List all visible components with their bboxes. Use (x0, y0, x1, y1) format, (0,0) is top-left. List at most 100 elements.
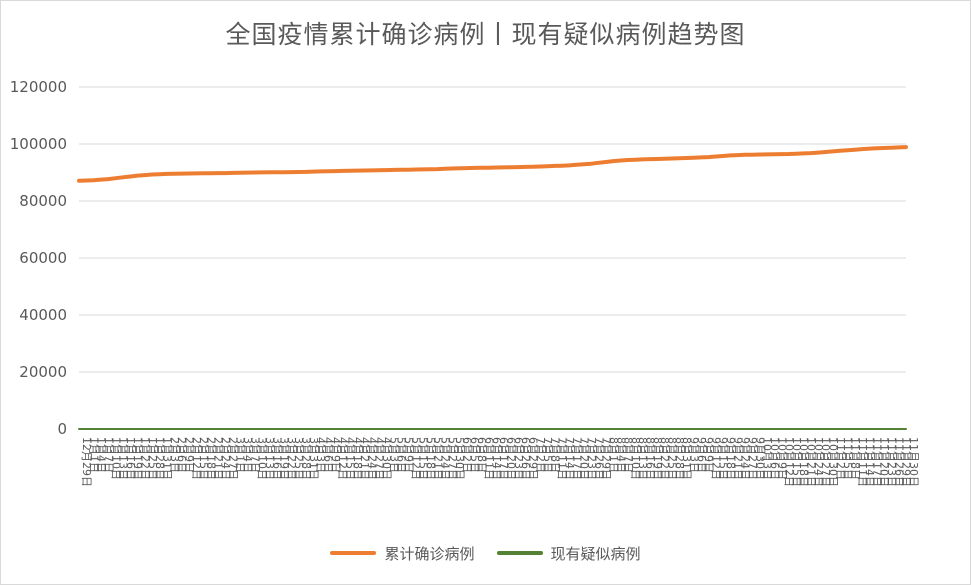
x-tick-label: 10月15日 (790, 437, 803, 487)
legend-item-suspected: 现有疑似病例 (496, 543, 641, 564)
x-tick-label: 7月26日 (592, 437, 605, 480)
series-line-confirmed (77, 145, 908, 183)
x-tick-label: 3月25日 (292, 437, 305, 480)
x-tick-label: 1月1日 (87, 437, 100, 473)
x-tick-label: 8月16日 (644, 437, 657, 480)
x-tick-label: 2月3日 (168, 437, 181, 473)
x-tick-label: 8月4日 (614, 437, 627, 473)
x-tick-label: 2月6日 (175, 437, 188, 473)
x-tick-label: 6月23日 (512, 437, 525, 480)
x-tick-label: 6月20日 (504, 437, 517, 480)
x-tick-label: 4月6日 (322, 437, 335, 473)
x-tick-label: 9月3日 (687, 437, 700, 473)
x-tick-label: 7月23日 (585, 437, 598, 480)
x-tick-label: 6月2日 (461, 437, 474, 473)
x-tick-label: 1月16日 (124, 437, 137, 480)
x-tick-label: 3月16日 (270, 437, 283, 480)
x-tick-label: 3月28日 (300, 437, 313, 480)
y-tick-label: 100000 (10, 135, 67, 153)
x-tick-label: 8月28日 (673, 437, 686, 480)
x-tick-label: 3月4日 (241, 437, 254, 473)
x-tick-label: 5月6日 (395, 437, 408, 473)
x-tick-label: 4月15日 (343, 437, 356, 480)
x-tick-label: 5月3日 (387, 437, 400, 473)
x-tick-label: 3月1日 (234, 437, 247, 473)
x-tick-label: 10月21日 (805, 437, 818, 487)
x-tick-label: 7月17日 (570, 437, 583, 480)
x-tick-label: 9月15日 (717, 437, 730, 480)
x-tick-label: 11月2日 (834, 437, 847, 480)
x-tick-label: 9月27日 (746, 437, 759, 480)
legend-item-confirmed: 累计确诊病例 (330, 543, 475, 564)
x-tick-label: 10月30日 (826, 437, 839, 487)
y-tick-label: 60000 (19, 249, 67, 267)
x-tick-label: 9月18日 (724, 437, 737, 480)
y-tick-label: 20000 (19, 363, 67, 381)
x-tick-label: 4月3日 (314, 437, 327, 473)
x-tick-label: 4月18日 (351, 437, 364, 480)
x-tick-label: 6月17日 (497, 437, 510, 480)
y-tick-label: 40000 (19, 306, 67, 324)
x-tick-label: 2月9日 (182, 437, 195, 473)
x-tick-label: 8月13日 (636, 437, 649, 480)
x-tick-label: 9月24日 (739, 437, 752, 480)
x-tick-label: 7月11日 (556, 437, 569, 480)
x-tick-label: 5月30日 (453, 437, 466, 480)
x-tick-label: 10月6日 (768, 437, 781, 480)
gridlines (79, 86, 906, 430)
x-tick-label: 9月21日 (731, 437, 744, 480)
y-tick-label: 120000 (10, 78, 67, 96)
x-tick-label: 4月30日 (380, 437, 393, 480)
x-tick-label: 11月8日 (848, 437, 861, 480)
x-tick-label: 1月13日 (117, 437, 130, 480)
x-tick-label: 8月7日 (622, 437, 635, 473)
x-tick-label: 8月31日 (680, 437, 693, 480)
legend-swatch-confirmed (330, 551, 377, 555)
x-tick-label: 3月22日 (285, 437, 298, 480)
x-tick-label: 2月21日 (212, 437, 225, 480)
x-tick-label: 10月9日 (775, 437, 788, 480)
x-tick-label: 8月1日 (607, 437, 620, 473)
legend-label-suspected: 现有疑似病例 (550, 544, 641, 563)
x-tick-label: 1月19日 (131, 437, 144, 480)
legend-swatch-suspected (496, 551, 543, 555)
x-tick-label: 1月4日 (95, 437, 108, 473)
y-tick-label: 80000 (19, 192, 67, 210)
x-tick-label: 1月28日 (153, 437, 166, 480)
x-tick-label: 2月12日 (190, 437, 203, 480)
x-tick-label: 4月12日 (336, 437, 349, 480)
x-tick-label: 8月22日 (658, 437, 671, 480)
x-tick-label: 5月21日 (431, 437, 444, 480)
x-tick-label: 5月12日 (409, 437, 422, 480)
legend-label-confirmed: 累计确诊病例 (384, 544, 475, 563)
x-tick-label: 10月3日 (761, 437, 774, 480)
x-tick-label: 5月15日 (417, 437, 430, 480)
x-tick-label: 10月27日 (819, 437, 832, 487)
x-tick-label: 7月8日 (548, 437, 561, 473)
x-tick-label: 3月19日 (278, 437, 291, 480)
x-tick-label: 9月9日 (702, 437, 715, 473)
x-tick-label: 6月14日 (490, 437, 503, 480)
x-tick-label: 5月27日 (446, 437, 459, 480)
series-lines (77, 145, 908, 430)
x-tick-label: 7月14日 (563, 437, 576, 480)
x-tick-label: 2月24日 (219, 437, 232, 480)
x-tick-label: 11月5日 (841, 437, 854, 480)
x-tick-label: 5月9日 (402, 437, 415, 473)
x-tick-label: 11月17日 (870, 437, 883, 487)
x-tick-label: 8月10日 (629, 437, 642, 480)
x-tick-label: 11月20日 (878, 437, 891, 487)
x-tick-label: 2月15日 (197, 437, 210, 480)
x-tick-label: 11月14日 (863, 437, 876, 487)
x-tick-label: 8月25日 (665, 437, 678, 480)
x-tick-label: 7月29日 (600, 437, 613, 480)
x-tick-label: 4月21日 (358, 437, 371, 480)
x-tick-label: 4月27日 (373, 437, 386, 480)
x-axis-ticks: 12月29日1月1日1月4日1月7日1月10日1月13日1月16日1月19日1月… (80, 437, 920, 487)
x-tick-label: 7月5日 (541, 437, 554, 473)
x-tick-label: 3月31日 (307, 437, 320, 480)
x-tick-label: 1月10日 (109, 437, 122, 480)
x-tick-label: 10月12日 (783, 437, 796, 487)
